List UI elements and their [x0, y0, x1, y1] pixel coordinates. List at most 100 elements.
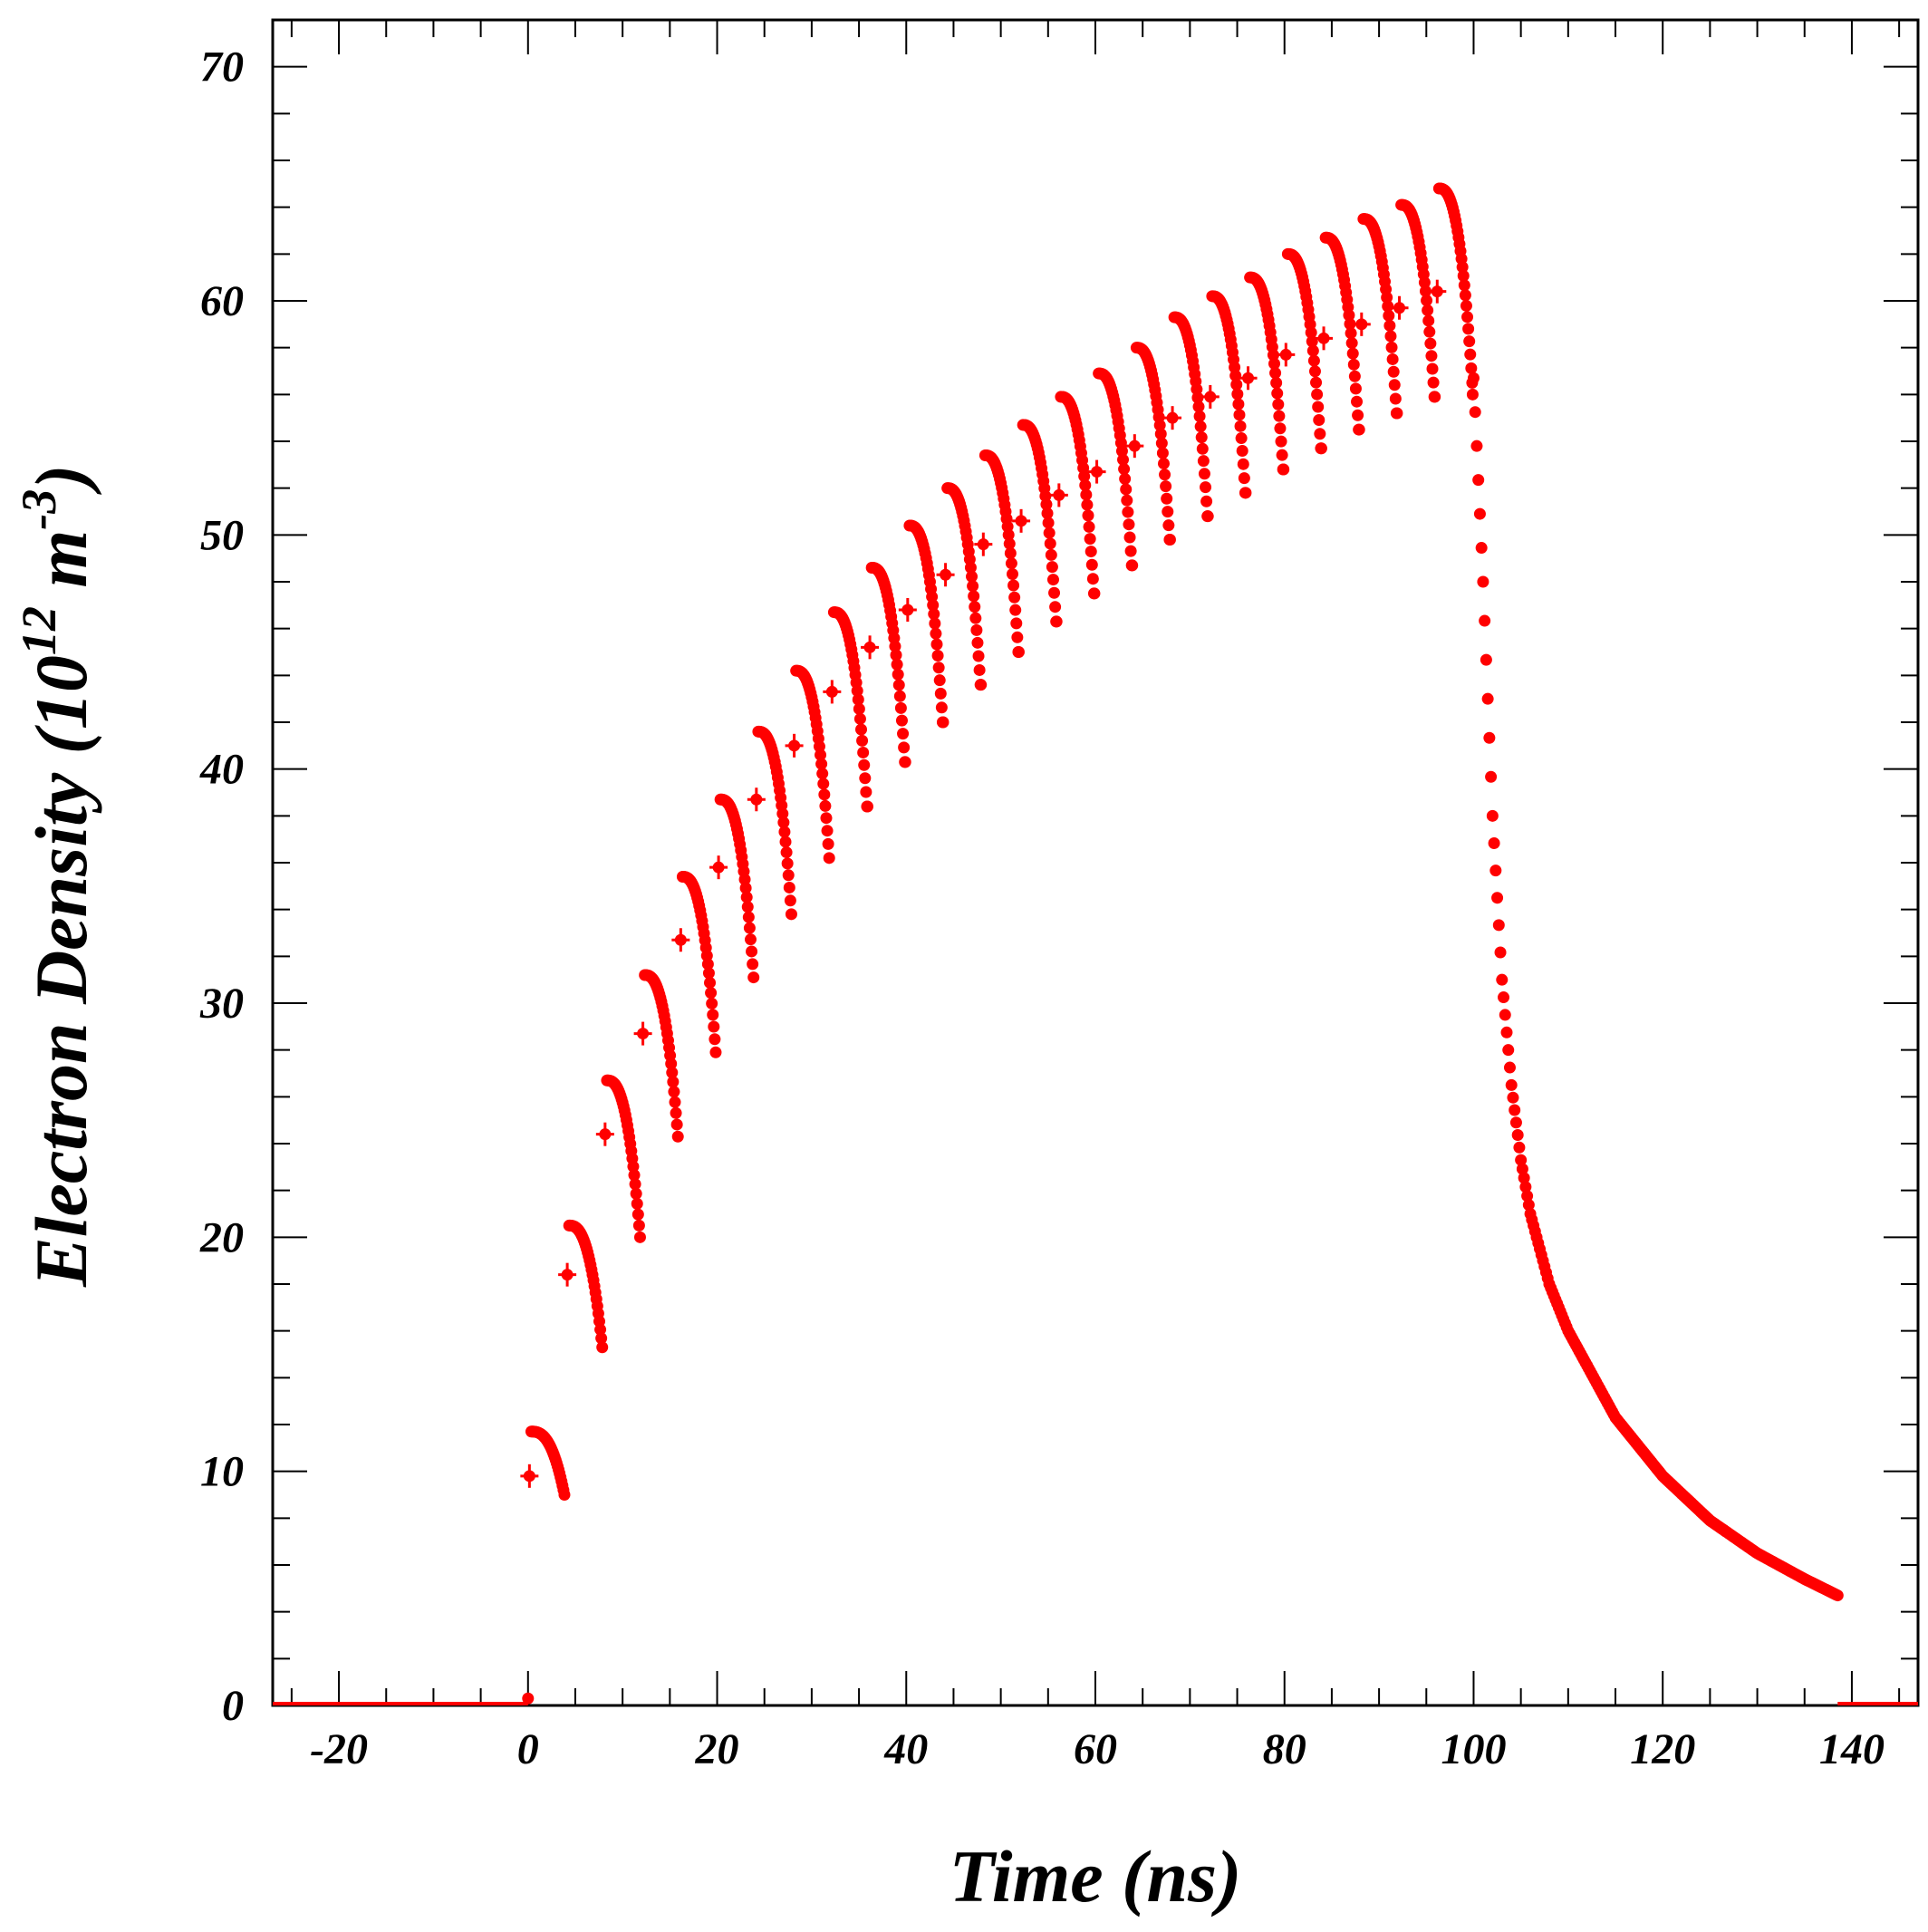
x-tick-label: -20: [310, 1725, 368, 1773]
data-point: [1423, 325, 1436, 338]
data-point: [1422, 314, 1435, 327]
data-point: [1276, 449, 1288, 461]
data-point: [1119, 472, 1132, 485]
x-axis-title: Time (ns): [950, 1835, 1242, 1918]
data-point: [1229, 370, 1242, 382]
data-point: [1348, 370, 1361, 382]
data-point: [1346, 347, 1359, 360]
data-point: [1499, 1009, 1511, 1021]
x-axis-tick-labels: -20 0 20 40 60 80 100 120 140: [310, 1725, 1885, 1773]
data-point: [1387, 365, 1400, 378]
data-point: [1509, 1104, 1521, 1116]
data-point: [1312, 401, 1325, 413]
data-point: [932, 662, 945, 674]
data-point: [776, 807, 789, 820]
data-point: [1156, 447, 1169, 459]
data-point: [1238, 472, 1250, 485]
data-point: [1122, 506, 1134, 518]
data-point: [740, 891, 753, 903]
data-point: [853, 712, 866, 725]
data-point: [1345, 337, 1358, 350]
y-tick-label: 40: [199, 746, 244, 794]
data-point: [930, 638, 943, 651]
data-point: [747, 958, 759, 971]
data-point: [1418, 276, 1431, 289]
data-point: [1503, 1061, 1516, 1074]
data-point: [1383, 309, 1395, 322]
data-point: [633, 1231, 646, 1243]
data-point: [893, 690, 906, 702]
data-point: [1485, 770, 1498, 783]
data-point: [1231, 388, 1244, 401]
data-point: [1046, 574, 1059, 586]
data-point: [1353, 423, 1365, 436]
data-point: [820, 812, 833, 825]
data-point: [1315, 442, 1327, 455]
data-point: [815, 758, 828, 770]
data-point: [1464, 348, 1477, 361]
data-point: [1518, 1172, 1530, 1184]
data-point: [1044, 537, 1056, 550]
data-point: [930, 627, 942, 640]
data-point: [1272, 398, 1285, 411]
data-point: [1230, 378, 1243, 391]
data-point: [1310, 376, 1323, 389]
data-point: [1005, 557, 1017, 570]
data-point: [1010, 617, 1023, 630]
data-point: [779, 836, 792, 848]
data-point: [1274, 422, 1287, 435]
data-point: [1153, 419, 1166, 431]
data-point: [858, 758, 871, 771]
data-point: [1308, 365, 1321, 378]
data-point: [778, 826, 791, 838]
data-point: [1427, 376, 1440, 389]
data-point: [1045, 548, 1057, 561]
data-point: [935, 701, 948, 714]
data-point: [1519, 1181, 1532, 1193]
data-point: [1042, 517, 1055, 529]
data-point: [892, 668, 904, 681]
y-tick-label: 30: [199, 980, 244, 1028]
data-point: [1381, 291, 1393, 304]
data-point: [1480, 653, 1492, 666]
y-axis-ticks: [273, 19, 1918, 1706]
data-point: [852, 693, 864, 706]
x-tick-label: 120: [1630, 1725, 1695, 1773]
data-point: [631, 1197, 643, 1210]
x-axis-ticks: [290, 20, 1901, 1705]
x-tick-label: 100: [1441, 1725, 1506, 1773]
data-point: [975, 679, 988, 691]
data-points: [273, 182, 1918, 1705]
data-point: [1457, 269, 1470, 282]
data-point: [1197, 455, 1210, 468]
data-point: [630, 1187, 642, 1200]
plot-frame: [271, 18, 1920, 1707]
data-point: [964, 561, 977, 574]
y-axis-title: Electron Density (1012 m-3): [12, 464, 102, 1288]
data-point: [742, 911, 755, 923]
data-point: [1154, 428, 1167, 440]
data-point: [1161, 492, 1173, 505]
data-point: [701, 958, 714, 971]
data-point: [594, 1323, 607, 1336]
data-point: [1191, 391, 1204, 404]
data-point: [933, 674, 946, 687]
data-point: [815, 749, 827, 761]
data-point: [744, 933, 757, 946]
data-point: [522, 1692, 535, 1705]
y-axis-title-exp1: 12: [12, 606, 66, 655]
data-point: [1383, 319, 1396, 332]
data-point: [816, 768, 829, 780]
data-point: [1305, 326, 1317, 339]
data-point: [1162, 506, 1174, 518]
data-point: [558, 1489, 571, 1501]
data-point: [1463, 335, 1476, 348]
data-point: [1046, 561, 1058, 574]
data-point: [972, 650, 985, 662]
data-point: [1467, 372, 1480, 384]
data-point: [1473, 507, 1486, 520]
data-point: [670, 1118, 683, 1131]
data-point: [1080, 488, 1093, 501]
data-point: [1270, 376, 1283, 389]
data-point: [1011, 631, 1024, 643]
